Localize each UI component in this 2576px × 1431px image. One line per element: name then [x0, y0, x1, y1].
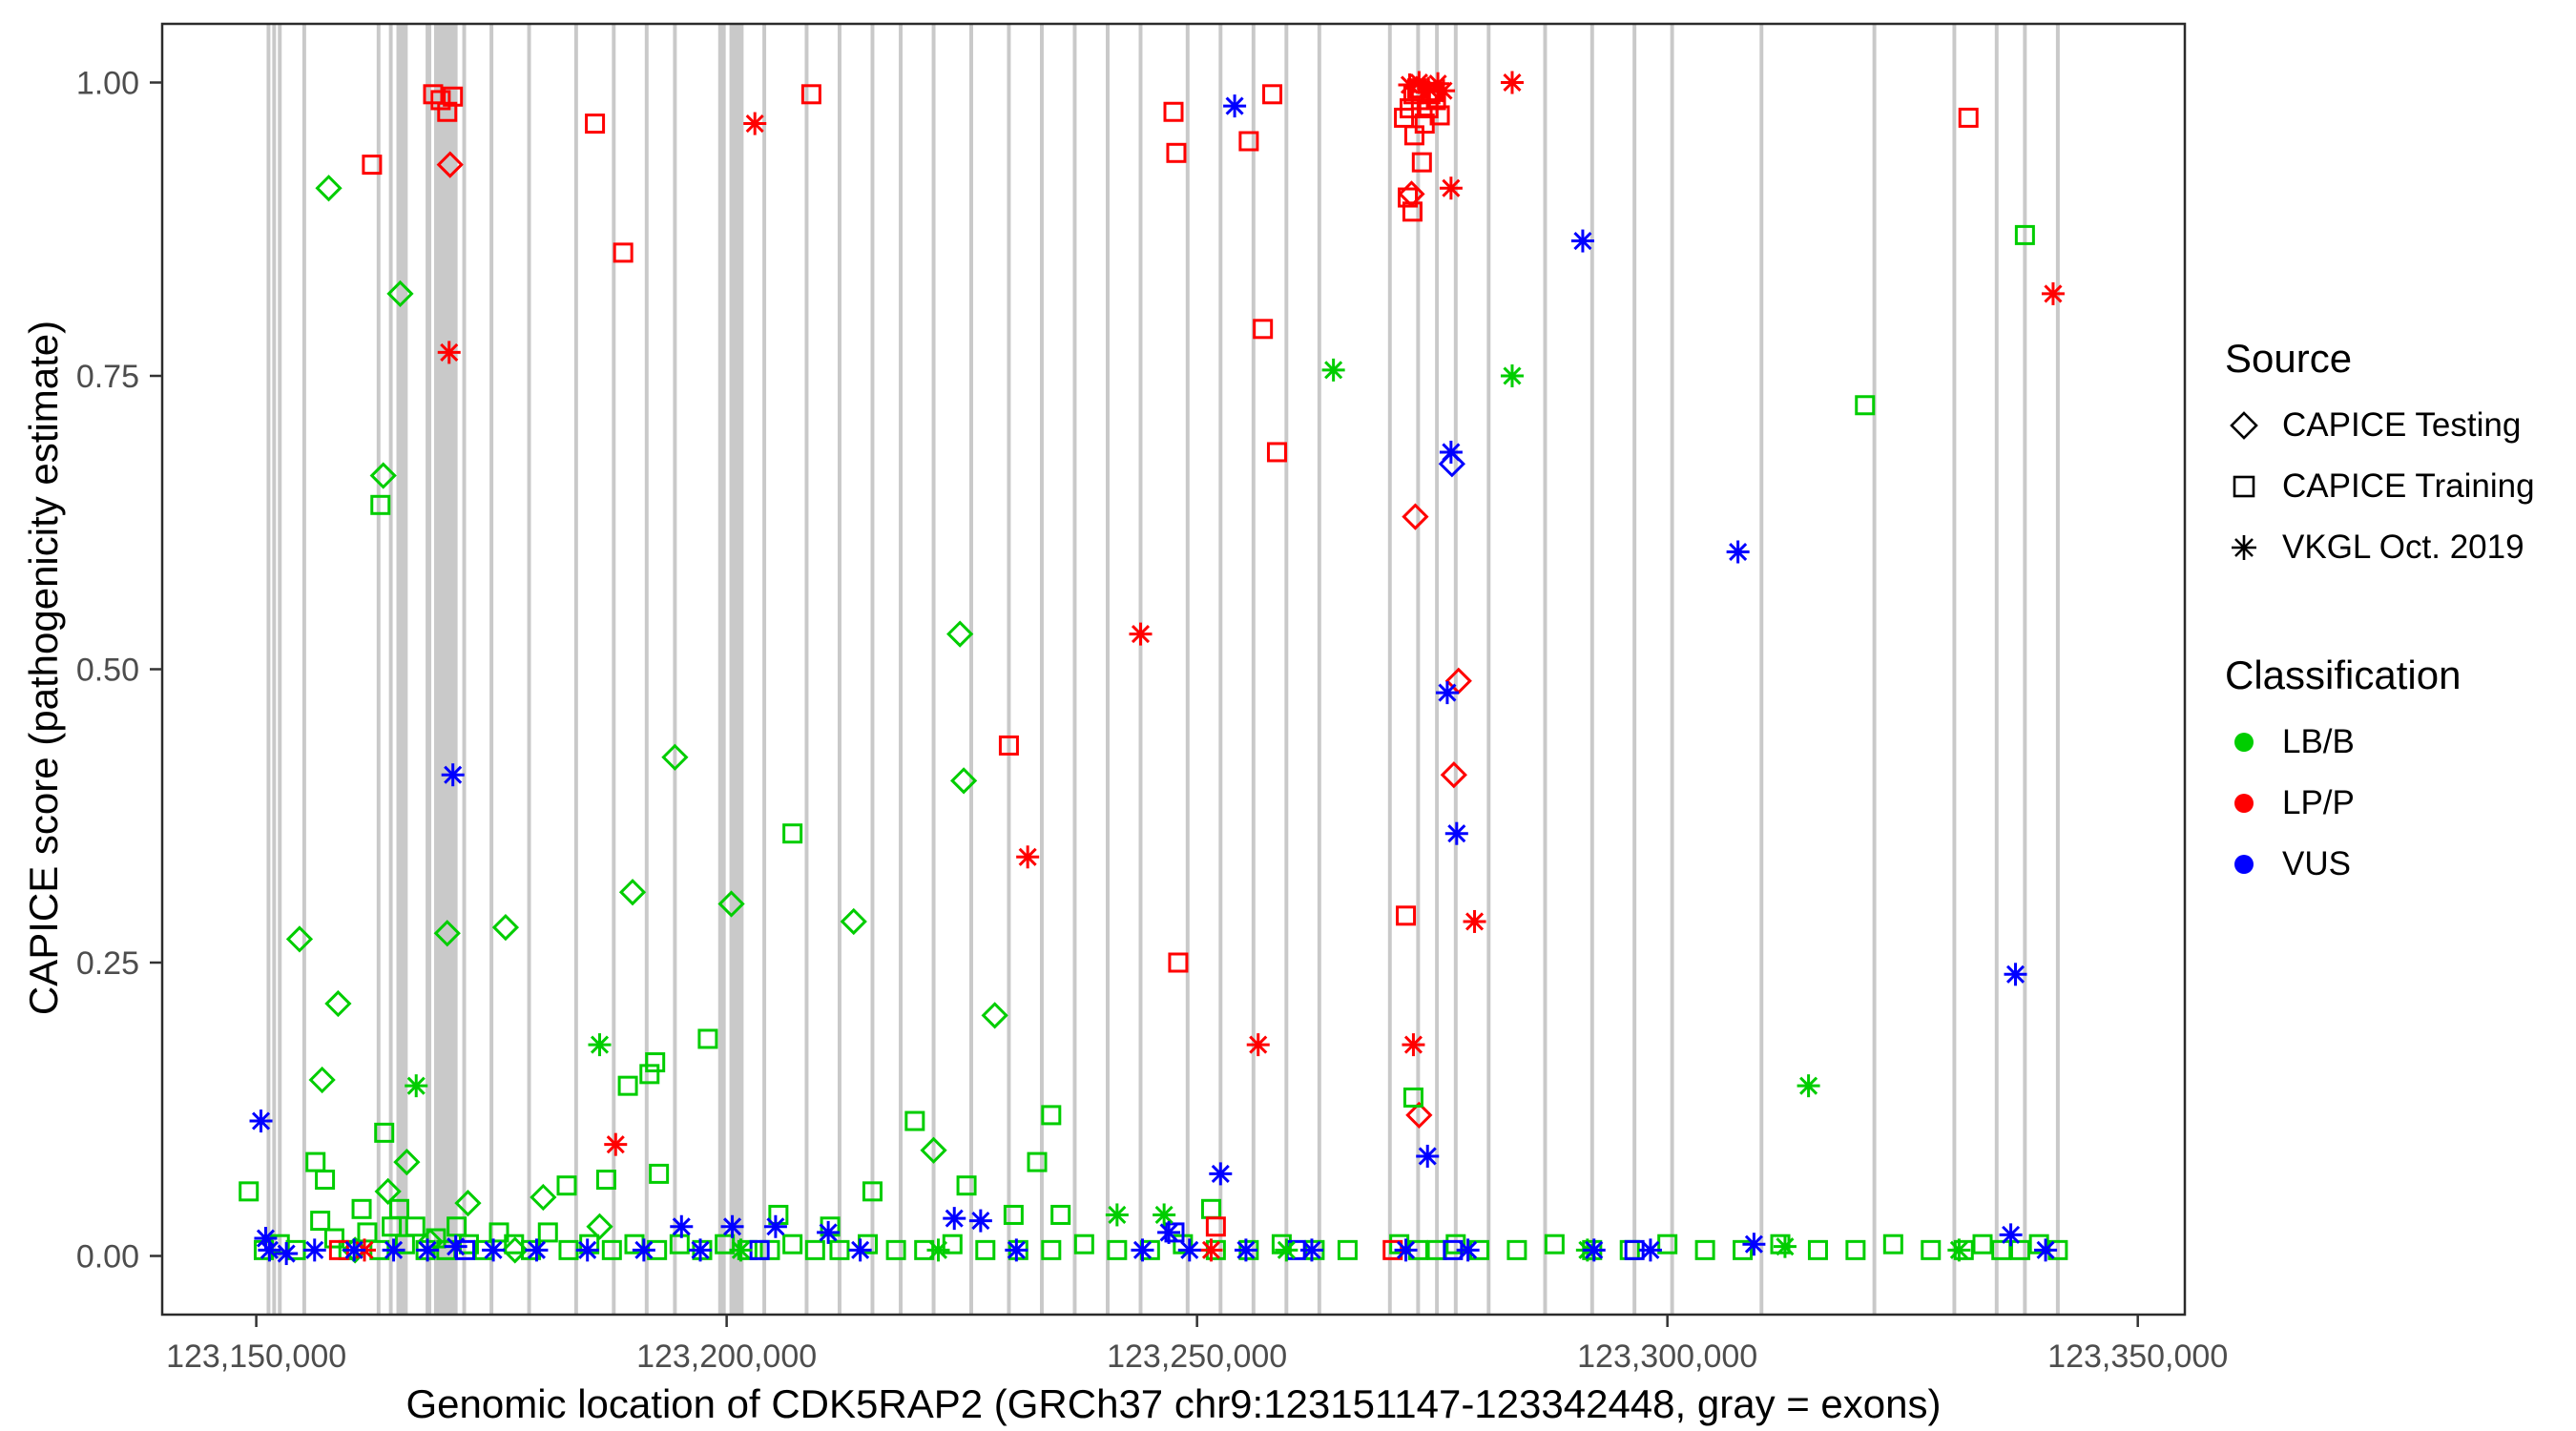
series-training-lpp	[328, 78, 1979, 1260]
y-tick-label: 0.75	[76, 359, 139, 395]
asterisk-marker-icon	[2232, 535, 2256, 560]
legend-source-title: Source	[2225, 336, 2353, 381]
lpp-dot-icon	[2234, 794, 2254, 813]
x-tick-label: 123,300,000	[1577, 1338, 1757, 1375]
legend-item-label: LP/P	[2282, 784, 2355, 821]
legend-item-label: CAPICE Training	[2282, 467, 2535, 505]
y-tick-label: 1.00	[76, 66, 139, 102]
series-vkgl-vus	[249, 94, 2058, 1266]
legend-item-vus: VUS	[2225, 845, 2568, 883]
legend-item-label: VUS	[2282, 845, 2351, 882]
legend-item-lpp: LP/P	[2225, 784, 2568, 822]
legend-item-label: VKGL Oct. 2019	[2282, 529, 2524, 566]
legend: Source CAPICE Testing CAPICE Training	[2225, 336, 2568, 906]
square-marker-icon	[2233, 475, 2255, 498]
y-axis-title: CAPICE score (pathogenicity estimate)	[21, 320, 66, 1016]
legend-item-vkgl: VKGL Oct. 2019	[2225, 529, 2568, 567]
lbb-dot-icon	[2234, 733, 2254, 752]
exon-bands	[266, 24, 2060, 1315]
x-tick-label: 123,150,000	[166, 1338, 346, 1375]
y-axis-ticks: 0.00 0.25 0.50 0.75 1.00	[76, 66, 162, 1275]
legend-item-lbb: LB/B	[2225, 723, 2568, 761]
x-tick-label: 123,200,000	[636, 1338, 817, 1375]
legend-item-capice-testing: CAPICE Testing	[2225, 406, 2568, 445]
legend-item-label: LB/B	[2282, 723, 2355, 760]
y-tick-label: 0.50	[76, 653, 139, 689]
x-tick-label: 123,350,000	[2047, 1338, 2228, 1375]
y-tick-label: 0.25	[76, 945, 139, 982]
x-axis-title: Genomic location of CDK5RAP2 (GRCh37 chr…	[405, 1381, 1942, 1426]
legend-item-capice-training: CAPICE Training	[2225, 467, 2568, 506]
y-tick-label: 0.00	[76, 1239, 139, 1275]
diamond-marker-icon	[2230, 411, 2258, 440]
x-axis-ticks: 123,150,000 123,200,000 123,250,000 123,300…	[166, 1315, 2228, 1375]
series-vkgl-lpp	[353, 71, 2065, 1262]
legend-item-label: CAPICE Testing	[2282, 406, 2522, 444]
x-tick-label: 123,250,000	[1107, 1338, 1287, 1375]
series-training-lbb	[239, 224, 2068, 1260]
vus-dot-icon	[2234, 855, 2254, 874]
legend-spacer	[2225, 590, 2568, 653]
legend-classification-title: Classification	[2225, 653, 2462, 697]
